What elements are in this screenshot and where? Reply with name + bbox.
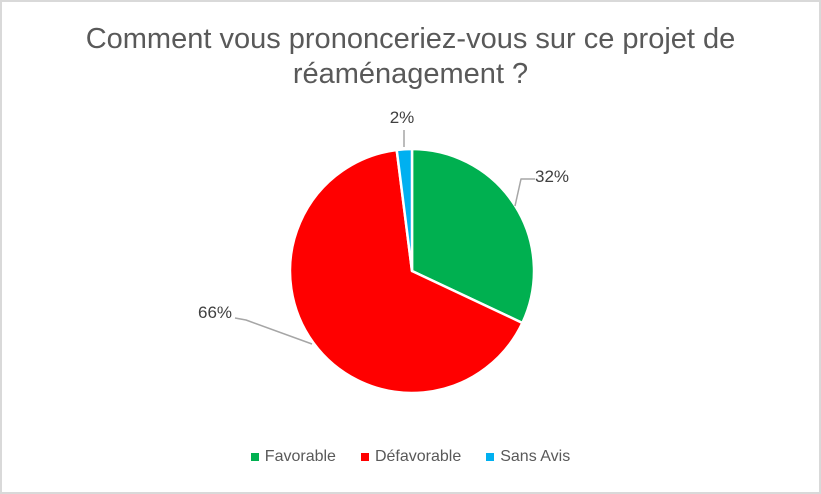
legend-label-defavorable: Défavorable	[374, 448, 462, 465]
legend-label-sans-avis: Sans Avis	[500, 448, 571, 465]
data-label-favorable: 32%	[535, 167, 570, 186]
pie-slice-sans-avis	[395, 147, 414, 273]
pie	[288, 147, 536, 395]
legend-item-favorable: Favorable	[250, 448, 336, 466]
leader-line-favorable	[514, 178, 535, 207]
leader-lines	[234, 130, 535, 345]
legend-swatch-defavorable	[360, 453, 369, 461]
legend-item-sans-avis: Sans Avis	[486, 448, 570, 466]
data-label-sans-avis: 2%	[389, 108, 415, 127]
legend-label-favorable: Favorable	[264, 448, 336, 465]
legend: Favorable Défavorable Sans Avis	[2, 448, 819, 466]
data-label-defavorable: 66%	[198, 303, 233, 322]
chart-title: Comment vous prononceriez-vous sur ce pr…	[85, 23, 736, 91]
pie-slice-défavorable	[288, 148, 524, 395]
legend-swatch-sans-avis	[486, 453, 495, 461]
legend-item-defavorable: Défavorable	[360, 448, 462, 466]
leader-line-defavorable	[234, 317, 313, 345]
legend-swatch-favorable	[250, 453, 259, 461]
